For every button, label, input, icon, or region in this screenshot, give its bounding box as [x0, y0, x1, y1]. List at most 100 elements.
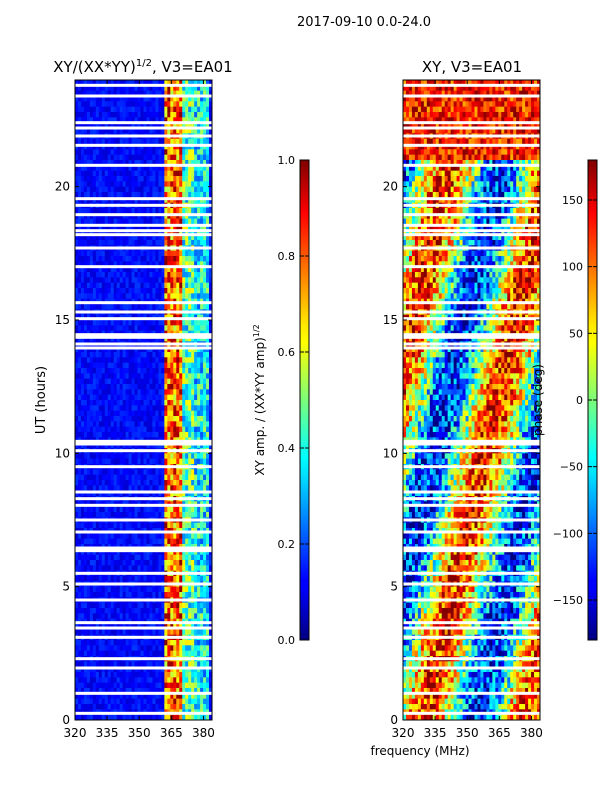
heatmap-cell [179, 373, 183, 380]
heatmap-cell [176, 325, 180, 332]
heatmap-cell [176, 256, 180, 262]
heatmap-cell [191, 272, 195, 278]
heatmap-cell [194, 186, 198, 193]
heatmap-cell [158, 154, 162, 161]
heatmap-cell [146, 197, 150, 204]
heatmap-cell [89, 122, 94, 129]
heatmap-cell [86, 282, 91, 289]
heatmap-cell [191, 506, 195, 513]
heatmap-cell [179, 560, 183, 566]
heatmap-cell [188, 240, 192, 246]
heatmap-cell [188, 352, 192, 358]
heatmap-cell [83, 608, 88, 614]
heatmap-cell [173, 485, 177, 492]
heatmap-cell [200, 480, 204, 486]
heatmap-cell [134, 106, 138, 113]
heatmap-cell [155, 389, 159, 396]
heatmap-cell [101, 608, 106, 614]
heatmap-cell [92, 458, 97, 465]
heatmap-cell [143, 613, 147, 620]
heatmap-cell [131, 154, 135, 161]
heatmap-cell [143, 480, 147, 486]
heatmap-cell [134, 576, 138, 582]
heatmap-cell [101, 256, 106, 262]
heatmap-cell [176, 320, 180, 326]
heatmap-cell [98, 192, 103, 198]
heatmap-cell [83, 229, 88, 236]
heatmap-cell [107, 608, 112, 614]
heatmap-cell [200, 208, 204, 214]
heatmap-cell [80, 512, 85, 518]
heatmap-cell [146, 272, 150, 278]
heatmap-cell [86, 181, 91, 188]
heatmap-cell [80, 293, 85, 300]
heatmap-cell [161, 458, 165, 465]
heatmap-cell [92, 304, 97, 310]
heatmap-cell [98, 576, 103, 582]
heatmap-cell [110, 224, 115, 230]
heatmap-cell [119, 101, 124, 108]
heatmap-cell [116, 250, 121, 257]
heatmap-cell [116, 181, 121, 188]
heatmap-cell [203, 426, 207, 433]
heatmap-cell [119, 410, 124, 417]
heatmap-cell [152, 560, 156, 566]
heatmap-cell [146, 80, 150, 86]
heatmap-cell [176, 85, 180, 92]
heatmap-cell [209, 490, 213, 497]
heatmap-cell [164, 400, 168, 406]
heatmap-cell [89, 629, 94, 636]
heatmap-cell [98, 176, 103, 182]
heatmap-cell [86, 389, 91, 396]
heatmap-cell [191, 512, 195, 518]
heatmap-cell [158, 106, 162, 113]
heatmap-cell [110, 277, 115, 284]
heatmap-cell [161, 490, 165, 497]
heatmap-cell [104, 405, 109, 412]
heatmap-cell [164, 426, 168, 433]
heatmap-cell [143, 362, 147, 369]
heatmap-cell [80, 261, 85, 268]
heatmap-cell [128, 474, 132, 481]
heatmap-cell [158, 357, 162, 364]
heatmap-cell [89, 250, 94, 257]
heatmap-cell [86, 256, 91, 262]
heatmap-cell [77, 80, 82, 86]
heatmap-cell [167, 629, 171, 636]
heatmap-cell [152, 224, 156, 230]
heatmap-cell [161, 426, 165, 433]
heatmap-cell [131, 384, 135, 390]
heatmap-cell [113, 165, 118, 172]
heatmap-cell [131, 144, 135, 150]
heatmap-cell [200, 213, 204, 220]
heatmap-cell [176, 213, 180, 220]
heatmap-cell [185, 176, 189, 182]
heatmap-cell [116, 458, 121, 465]
heatmap-cell [182, 650, 186, 657]
heatmap-cell [140, 149, 144, 156]
heatmap-cell [179, 325, 183, 332]
heatmap-cell [140, 154, 144, 161]
heatmap-cell [92, 410, 97, 417]
heatmap-cell [128, 640, 132, 646]
heatmap-cell [86, 426, 91, 433]
heatmap-cell [194, 117, 198, 124]
heatmap-cell [98, 218, 103, 225]
heatmap-cell [119, 506, 124, 513]
heatmap-cell [125, 80, 130, 86]
heatmap-cell [131, 170, 135, 177]
heatmap-cell [104, 165, 109, 172]
heatmap-cell [83, 490, 88, 497]
heatmap-cell [101, 272, 106, 278]
heatmap-cell [185, 586, 189, 593]
heatmap-cell [95, 458, 100, 465]
heatmap-cell [152, 602, 156, 609]
heatmap-cell [146, 352, 150, 358]
heatmap-cell [152, 181, 156, 188]
heatmap-cell [185, 384, 189, 390]
heatmap-cell [197, 485, 201, 492]
heatmap-cell [128, 378, 132, 385]
heatmap-cell [182, 442, 186, 449]
heatmap-cell [122, 325, 127, 332]
heatmap-cell [113, 549, 118, 556]
